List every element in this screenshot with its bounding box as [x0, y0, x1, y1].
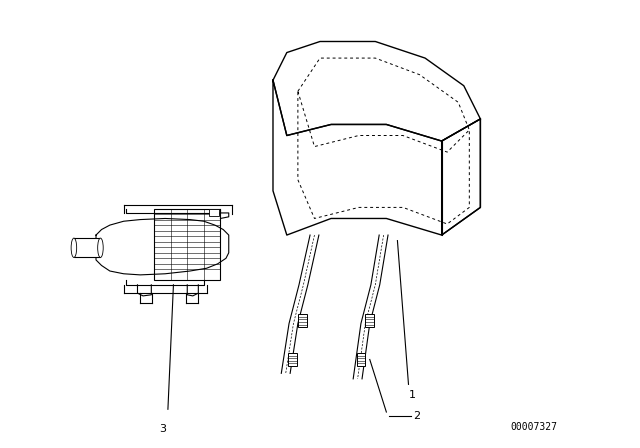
Text: 00007327: 00007327 [511, 422, 558, 432]
Bar [74, 238, 100, 257]
Polygon shape [154, 208, 220, 280]
Bar [365, 314, 374, 327]
Text: 1: 1 [408, 391, 415, 401]
Bar [298, 314, 307, 327]
Ellipse shape [98, 238, 103, 258]
Text: 3: 3 [159, 424, 166, 434]
Bar [288, 353, 297, 366]
Text: 2: 2 [413, 411, 420, 421]
Ellipse shape [71, 238, 77, 258]
Bar [209, 208, 220, 216]
Bar [356, 353, 365, 366]
